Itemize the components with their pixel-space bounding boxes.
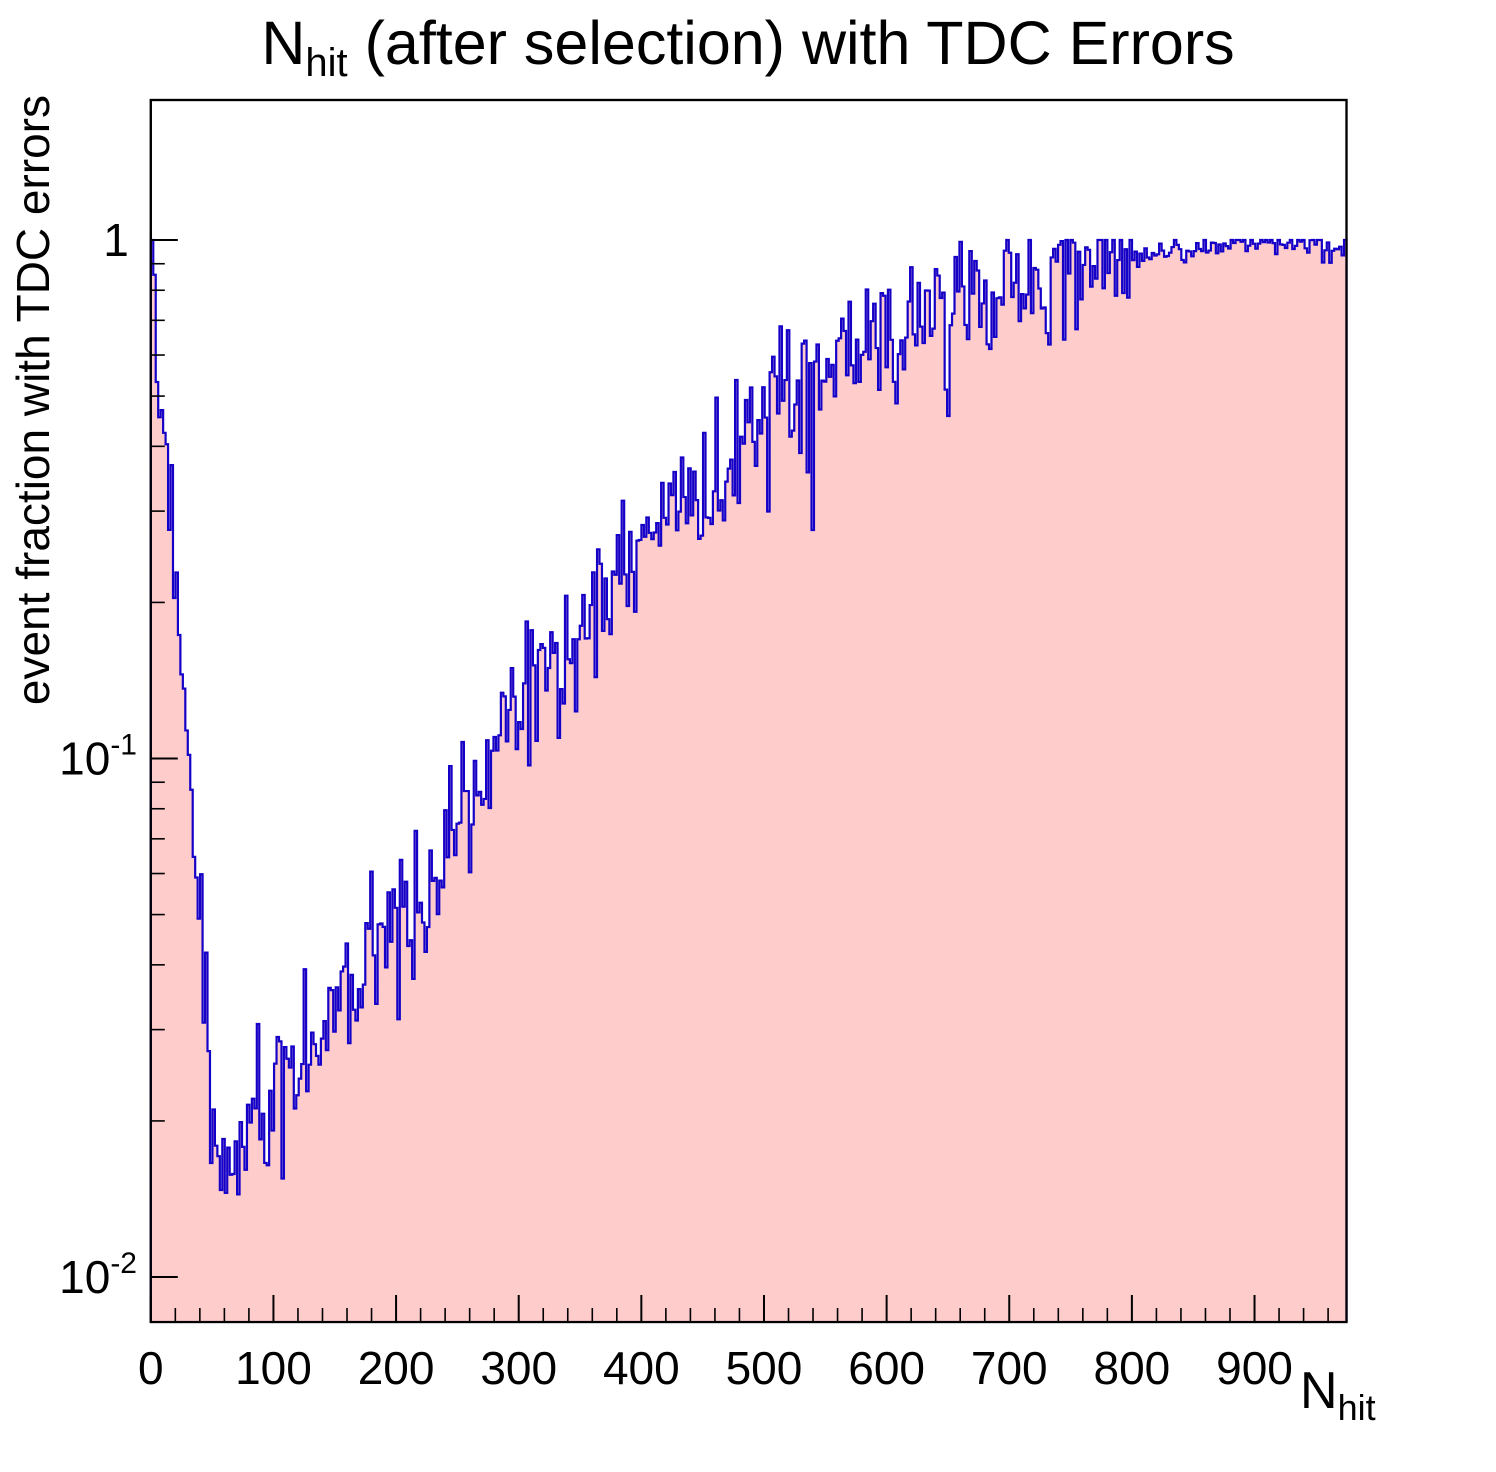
svg-text:0: 0 — [138, 1342, 164, 1394]
svg-text:Nhit: Nhit — [1300, 1362, 1376, 1428]
svg-text:10-2: 10-2 — [59, 1247, 137, 1303]
svg-text:900: 900 — [1216, 1342, 1293, 1394]
svg-text:600: 600 — [848, 1342, 925, 1394]
svg-text:10-1: 10-1 — [59, 729, 137, 785]
svg-text:700: 700 — [971, 1342, 1048, 1394]
svg-text:500: 500 — [726, 1342, 803, 1394]
svg-text:1: 1 — [103, 214, 129, 266]
svg-text:300: 300 — [480, 1342, 557, 1394]
svg-text:100: 100 — [235, 1342, 312, 1394]
svg-text:400: 400 — [603, 1342, 680, 1394]
svg-text:200: 200 — [358, 1342, 435, 1394]
svg-text:800: 800 — [1094, 1342, 1171, 1394]
